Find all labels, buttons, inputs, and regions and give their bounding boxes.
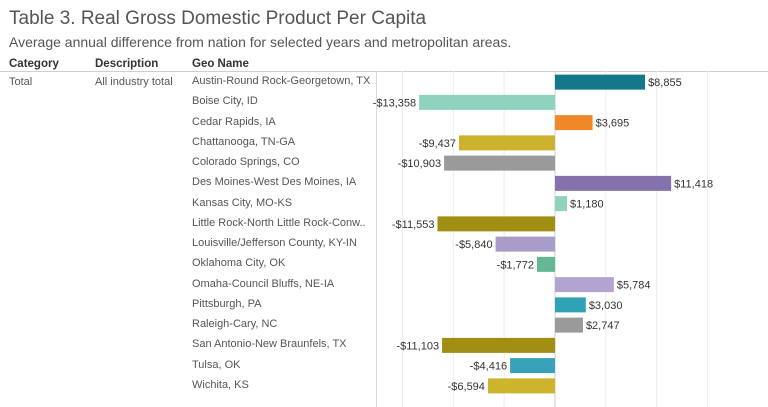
chart-subtitle: Average annual difference from nation fo… — [9, 34, 512, 50]
geo-name-label: Omaha-Council Bluffs, NE-IA — [192, 277, 335, 290]
geo-name-label: Des Moines-West Des Moines, IA — [192, 176, 357, 189]
geo-name-label: Colorado Springs, CO — [192, 156, 300, 169]
geo-name-label: Little Rock-North Little Rock-Conw.. — [192, 216, 366, 229]
header-category[interactable]: Category — [9, 58, 59, 70]
bar-value-label: -$4,416 — [470, 361, 507, 373]
geo-name-label: Cedar Rapids, IA — [192, 115, 276, 128]
bar[interactable] — [555, 277, 614, 293]
bar-value-label: -$11,553 — [392, 219, 435, 231]
geo-name-label: Chattanooga, TN-GA — [192, 135, 296, 148]
bar[interactable] — [555, 297, 586, 313]
geo-name-label: Pittsburgh, PA — [192, 297, 262, 310]
category-cell: Total — [9, 76, 33, 88]
bar[interactable] — [536, 256, 555, 272]
bar-value-label: -$11,103 — [396, 340, 439, 352]
bar[interactable] — [419, 94, 555, 110]
bar-value-label: $5,784 — [617, 280, 651, 292]
bar[interactable] — [487, 378, 555, 394]
geo-name-label: Raleigh-Cary, NC — [192, 318, 278, 331]
chart-title: Table 3. Real Gross Domestic Product Per… — [9, 8, 427, 29]
bar-value-label: -$1,772 — [497, 259, 534, 271]
geo-name-label: San Antonio-New Braunfels, TX — [192, 338, 347, 351]
bar-value-label: -$13,358 — [373, 97, 416, 109]
geo-name-label: Boise City, ID — [192, 95, 258, 108]
geo-name-label: Wichita, KS — [192, 378, 249, 391]
bar-value-label: $3,695 — [596, 118, 630, 130]
bar-value-label: $3,030 — [589, 300, 623, 312]
geo-name-label: Tulsa, OK — [192, 358, 241, 371]
bar-value-label: -$9,437 — [419, 138, 456, 150]
bar[interactable] — [555, 317, 583, 333]
bar[interactable] — [442, 337, 555, 353]
bar[interactable] — [495, 236, 555, 252]
bar-value-label: $2,747 — [586, 320, 620, 332]
header-description[interactable]: Description — [95, 58, 159, 70]
bar[interactable] — [437, 216, 555, 232]
bar[interactable] — [459, 135, 555, 151]
bar-value-label: -$5,840 — [455, 239, 492, 251]
bar-value-label: $11,418 — [674, 178, 713, 190]
bar[interactable] — [555, 115, 593, 131]
geo-name-label: Austin-Round Rock-Georgetown, TX — [192, 75, 371, 88]
bar[interactable] — [510, 358, 555, 374]
bar-value-label: -$10,903 — [398, 158, 441, 170]
bar[interactable] — [555, 196, 568, 212]
header-divider — [0, 71, 768, 72]
bar[interactable] — [555, 175, 672, 191]
bar-value-label: -$6,594 — [448, 381, 485, 393]
bar-value-label: $8,855 — [648, 77, 682, 89]
bar-value-label: $1,180 — [570, 199, 604, 211]
description-cell: All industry total — [95, 76, 173, 88]
pane-divider — [376, 71, 377, 407]
geo-name-label: Kansas City, MO-KS — [192, 196, 293, 209]
geo-name-label: Oklahoma City, OK — [192, 257, 286, 270]
geo-name-label: Louisville/Jefferson County, KY-IN — [192, 237, 357, 250]
bar[interactable] — [444, 155, 555, 171]
bar[interactable] — [555, 74, 646, 90]
header-geo-name[interactable]: Geo Name — [192, 58, 249, 70]
